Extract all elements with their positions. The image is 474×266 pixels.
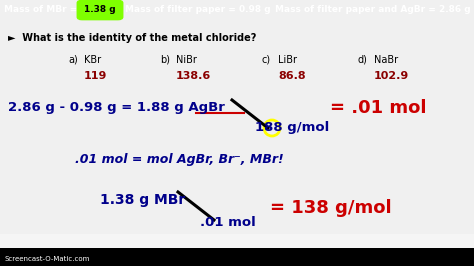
Text: 2.86 g - 0.98 g = 1.88 g AgBr: 2.86 g - 0.98 g = 1.88 g AgBr [8,102,225,114]
Text: Mass of MBr =: Mass of MBr = [4,6,80,15]
Text: 119: 119 [84,71,108,81]
Text: KBr: KBr [84,55,101,65]
Text: Screencast-O-Matic.com: Screencast-O-Matic.com [5,256,90,262]
Bar [0,248,474,266]
Text: 1.38 g MBr: 1.38 g MBr [100,193,185,207]
Text: Mass of filter paper = 0.98 g: Mass of filter paper = 0.98 g [125,6,271,15]
Bar [0,234,474,248]
Text: LiBr: LiBr [278,55,297,65]
Text: d): d) [358,55,368,65]
Text: 102.9: 102.9 [374,71,409,81]
Text: b): b) [160,55,170,65]
Bar [0,252,474,266]
Text: NiBr: NiBr [176,55,197,65]
Text: = 138 g/mol: = 138 g/mol [270,199,392,217]
Text: 138.6: 138.6 [176,71,211,81]
Text: a): a) [68,55,78,65]
Text: 188 g/mol: 188 g/mol [255,122,329,135]
Text: .01 mol = mol AgBr, Br⁻, MBr!: .01 mol = mol AgBr, Br⁻, MBr! [75,153,284,167]
Text: = .01 mol: = .01 mol [330,99,427,117]
Text: Mass of filter paper and AgBr = 2.86 g: Mass of filter paper and AgBr = 2.86 g [275,6,471,15]
Text: .01 mol: .01 mol [200,215,256,228]
Text: 86.8: 86.8 [278,71,306,81]
Text: 1.38 g: 1.38 g [84,6,116,15]
Text: NaBr: NaBr [374,55,398,65]
Text: ►  What is the identity of the metal chloride?: ► What is the identity of the metal chlo… [8,33,256,43]
Text: c): c) [262,55,271,65]
